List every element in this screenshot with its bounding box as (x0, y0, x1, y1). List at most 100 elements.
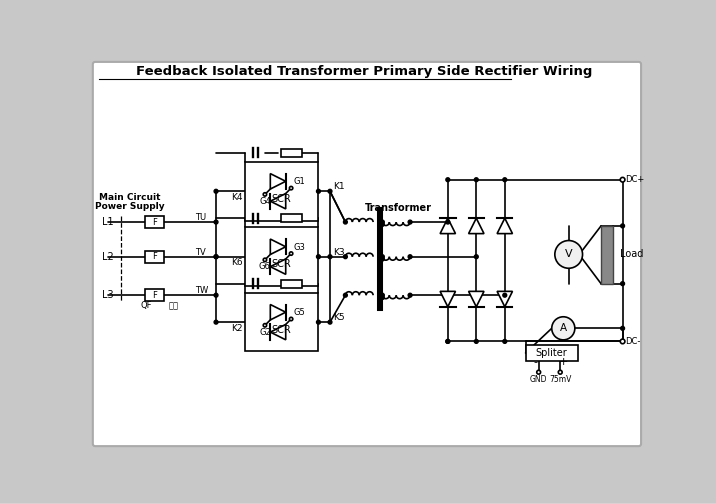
Text: V: V (565, 249, 573, 260)
Text: Spliter: Spliter (536, 348, 568, 358)
Text: F: F (152, 252, 157, 261)
Circle shape (328, 255, 332, 259)
Circle shape (380, 220, 384, 224)
Polygon shape (271, 239, 286, 255)
Text: 快熔: 快熔 (169, 301, 179, 310)
Circle shape (408, 220, 412, 224)
Circle shape (446, 340, 450, 344)
Circle shape (380, 296, 384, 299)
Text: K3: K3 (333, 247, 344, 257)
Text: F: F (152, 218, 157, 226)
Text: G2: G2 (259, 328, 271, 337)
Circle shape (289, 317, 293, 321)
Text: Power Supply: Power Supply (95, 202, 165, 211)
Circle shape (316, 255, 320, 259)
Bar (246, 162, 319, 220)
Circle shape (621, 224, 624, 228)
Circle shape (503, 178, 507, 182)
Bar (246, 293, 319, 352)
Bar (246, 227, 319, 286)
Circle shape (446, 178, 450, 182)
Text: K6: K6 (231, 259, 243, 268)
Circle shape (263, 258, 266, 262)
Circle shape (344, 255, 347, 259)
Polygon shape (440, 218, 455, 233)
Polygon shape (271, 194, 286, 209)
Text: L2: L2 (102, 252, 114, 262)
Text: A: A (560, 323, 567, 333)
Text: L1: L1 (102, 217, 114, 227)
Text: GND: GND (530, 375, 548, 384)
Circle shape (621, 326, 624, 330)
Circle shape (214, 189, 218, 193)
Circle shape (380, 293, 384, 297)
Text: 75mV: 75mV (549, 375, 571, 384)
Circle shape (558, 370, 562, 374)
Circle shape (552, 317, 575, 340)
Polygon shape (440, 291, 455, 307)
Circle shape (475, 178, 478, 182)
Circle shape (289, 187, 293, 190)
Circle shape (316, 189, 320, 193)
Bar (145, 250, 164, 263)
Circle shape (380, 257, 384, 261)
Circle shape (263, 323, 266, 327)
Text: SCR: SCR (271, 194, 291, 204)
Circle shape (380, 255, 384, 259)
Circle shape (503, 293, 507, 297)
Text: L3: L3 (102, 290, 114, 300)
Polygon shape (497, 218, 513, 233)
Circle shape (214, 220, 218, 224)
Text: K4: K4 (231, 193, 243, 202)
Text: K1: K1 (333, 182, 344, 191)
Polygon shape (497, 291, 513, 307)
Text: TW: TW (195, 286, 208, 295)
Circle shape (446, 220, 450, 224)
Circle shape (620, 178, 625, 182)
Circle shape (214, 255, 218, 259)
Circle shape (446, 340, 450, 344)
Text: Main Circuit: Main Circuit (99, 193, 160, 202)
Text: DC-: DC- (625, 337, 640, 346)
Text: K2: K2 (231, 324, 243, 333)
Text: Feedback Isolated Transformer Primary Side Rectifier Wiring: Feedback Isolated Transformer Primary Si… (137, 65, 593, 78)
Circle shape (620, 339, 625, 344)
Circle shape (344, 293, 347, 297)
Circle shape (621, 282, 624, 286)
Circle shape (537, 370, 541, 374)
Bar (281, 280, 302, 288)
Circle shape (475, 340, 478, 344)
Polygon shape (468, 291, 484, 307)
Text: Load: Load (619, 249, 643, 260)
Circle shape (408, 293, 412, 297)
Circle shape (214, 255, 218, 259)
Circle shape (316, 320, 320, 324)
Bar (601, 226, 614, 284)
Bar (526, 345, 578, 361)
Text: TU: TU (195, 213, 206, 222)
Circle shape (263, 193, 266, 196)
FancyBboxPatch shape (93, 62, 641, 446)
Circle shape (408, 255, 412, 259)
Circle shape (214, 320, 218, 324)
Bar (281, 149, 302, 156)
Polygon shape (271, 304, 286, 320)
Text: -: - (533, 357, 538, 367)
Circle shape (503, 340, 507, 344)
Text: Transformer: Transformer (364, 203, 432, 213)
Circle shape (328, 189, 332, 193)
Text: QF: QF (141, 301, 153, 310)
Circle shape (289, 252, 293, 255)
Circle shape (214, 293, 218, 297)
Circle shape (328, 320, 332, 324)
Text: F: F (152, 291, 157, 300)
Text: G4: G4 (259, 197, 271, 206)
Text: +: + (558, 357, 568, 367)
Polygon shape (271, 174, 286, 189)
Text: G6: G6 (259, 262, 271, 271)
Circle shape (475, 255, 478, 259)
Polygon shape (271, 259, 286, 274)
Bar (145, 216, 164, 228)
Bar (281, 214, 302, 222)
Text: DC+: DC+ (625, 175, 644, 184)
